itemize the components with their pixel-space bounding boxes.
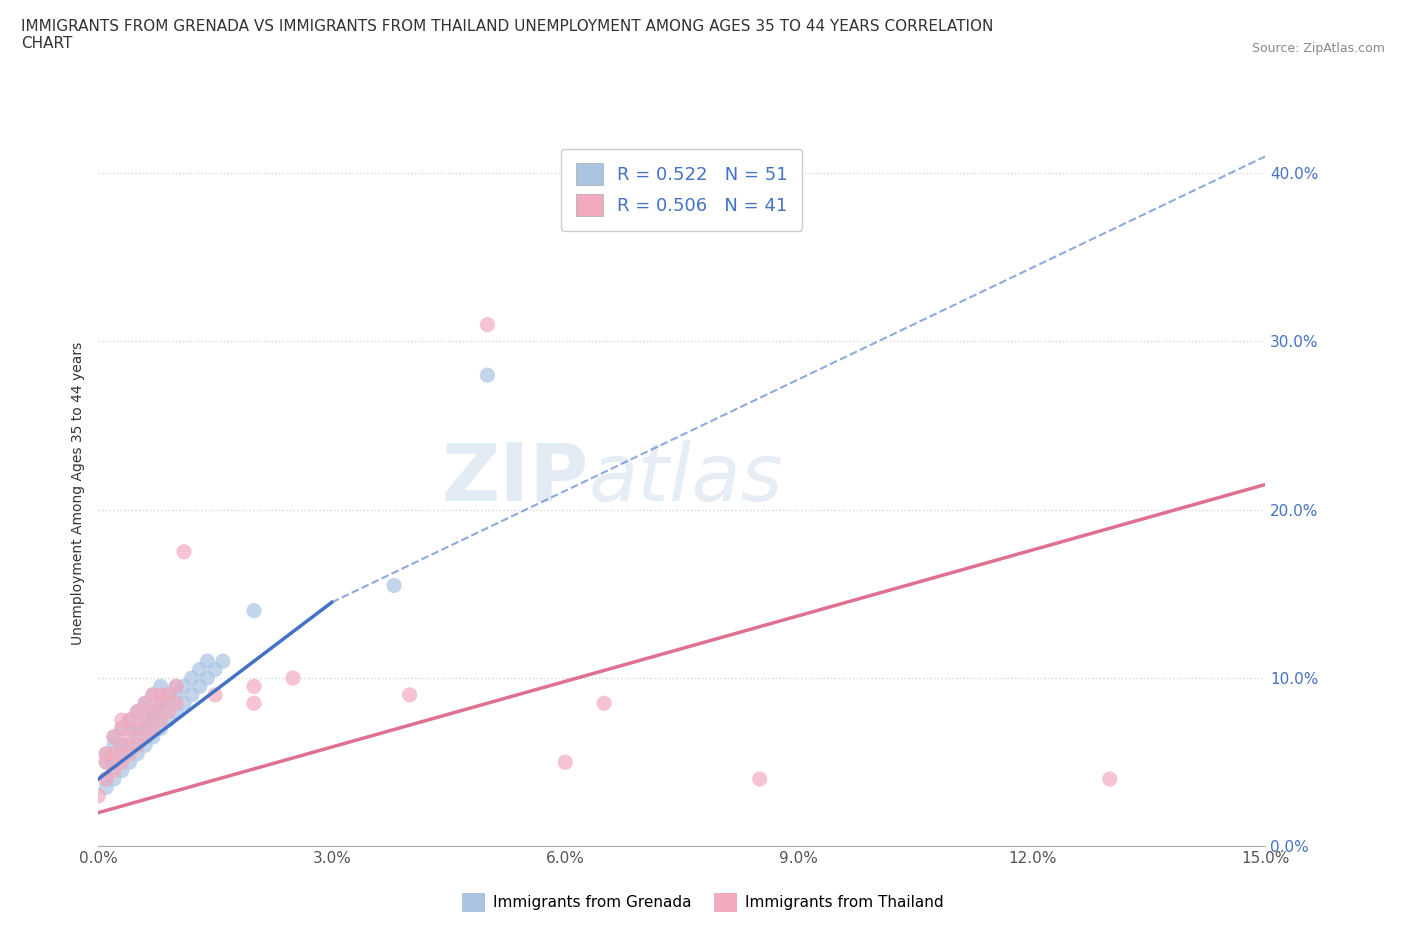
Point — [195, 671, 218, 685]
Point — [173, 679, 195, 694]
Point — [118, 737, 141, 752]
Point — [281, 671, 304, 685]
Point — [111, 737, 134, 752]
Point — [127, 721, 149, 736]
Point — [87, 789, 110, 804]
Point — [142, 712, 165, 727]
Point — [165, 704, 187, 719]
Point — [142, 721, 165, 736]
Point — [134, 696, 156, 711]
Point — [134, 721, 156, 736]
Text: atlas: atlas — [589, 440, 783, 518]
Point — [96, 780, 118, 795]
Point — [96, 772, 118, 787]
Point — [173, 544, 195, 559]
Point — [149, 721, 172, 736]
Point — [127, 704, 149, 719]
Point — [188, 662, 211, 677]
Text: IMMIGRANTS FROM GRENADA VS IMMIGRANTS FROM THAILAND UNEMPLOYMENT AMONG AGES 35 T: IMMIGRANTS FROM GRENADA VS IMMIGRANTS FR… — [21, 19, 994, 51]
Point — [111, 746, 134, 761]
Point — [134, 696, 156, 711]
Y-axis label: Unemployment Among Ages 35 to 44 years: Unemployment Among Ages 35 to 44 years — [70, 341, 84, 644]
Point — [149, 696, 172, 711]
Point — [96, 746, 118, 761]
Point — [142, 687, 165, 702]
Point — [103, 764, 125, 778]
Point — [165, 696, 187, 711]
Point — [180, 687, 202, 702]
Point — [165, 687, 187, 702]
Point — [111, 737, 134, 752]
Point — [134, 712, 156, 727]
Point — [748, 772, 770, 787]
Point — [180, 671, 202, 685]
Point — [477, 317, 499, 332]
Point — [134, 729, 156, 744]
Text: Source: ZipAtlas.com: Source: ZipAtlas.com — [1251, 42, 1385, 55]
Point — [134, 737, 156, 752]
Point — [111, 755, 134, 770]
Legend: Immigrants from Grenada, Immigrants from Thailand: Immigrants from Grenada, Immigrants from… — [457, 887, 949, 918]
Point — [111, 712, 134, 727]
Point — [477, 367, 499, 382]
Point — [212, 654, 235, 669]
Point — [127, 746, 149, 761]
Point — [554, 755, 576, 770]
Point — [111, 721, 134, 736]
Point — [157, 687, 180, 702]
Point — [382, 578, 405, 593]
Point — [142, 704, 165, 719]
Point — [157, 704, 180, 719]
Point — [149, 696, 172, 711]
Point — [157, 687, 180, 702]
Point — [165, 679, 187, 694]
Point — [118, 721, 141, 736]
Point — [157, 712, 180, 727]
Point — [103, 772, 125, 787]
Point — [118, 755, 141, 770]
Point — [103, 737, 125, 752]
Point — [188, 679, 211, 694]
Point — [204, 662, 226, 677]
Point — [243, 696, 266, 711]
Point — [173, 696, 195, 711]
Point — [134, 712, 156, 727]
Point — [142, 687, 165, 702]
Point — [127, 704, 149, 719]
Point — [103, 746, 125, 761]
Point — [398, 687, 420, 702]
Point — [593, 696, 616, 711]
Point — [149, 687, 172, 702]
Point — [127, 721, 149, 736]
Point — [1098, 772, 1121, 787]
Point — [111, 721, 134, 736]
Point — [111, 764, 134, 778]
Point — [149, 679, 172, 694]
Point — [149, 712, 172, 727]
Point — [103, 755, 125, 770]
Point — [96, 755, 118, 770]
Point — [127, 737, 149, 752]
Point — [96, 755, 118, 770]
Point — [165, 679, 187, 694]
Point — [118, 712, 141, 727]
Point — [103, 729, 125, 744]
Point — [96, 746, 118, 761]
Text: ZIP: ZIP — [441, 440, 589, 518]
Point — [96, 772, 118, 787]
Point — [127, 729, 149, 744]
Point — [118, 746, 141, 761]
Point — [142, 704, 165, 719]
Point — [149, 704, 172, 719]
Point — [243, 679, 266, 694]
Point — [157, 696, 180, 711]
Point — [142, 729, 165, 744]
Point — [204, 687, 226, 702]
Point — [195, 654, 218, 669]
Point — [118, 729, 141, 744]
Point — [103, 729, 125, 744]
Legend: R = 0.522   N = 51, R = 0.506   N = 41: R = 0.522 N = 51, R = 0.506 N = 41 — [561, 149, 803, 231]
Point — [118, 712, 141, 727]
Point — [243, 604, 266, 618]
